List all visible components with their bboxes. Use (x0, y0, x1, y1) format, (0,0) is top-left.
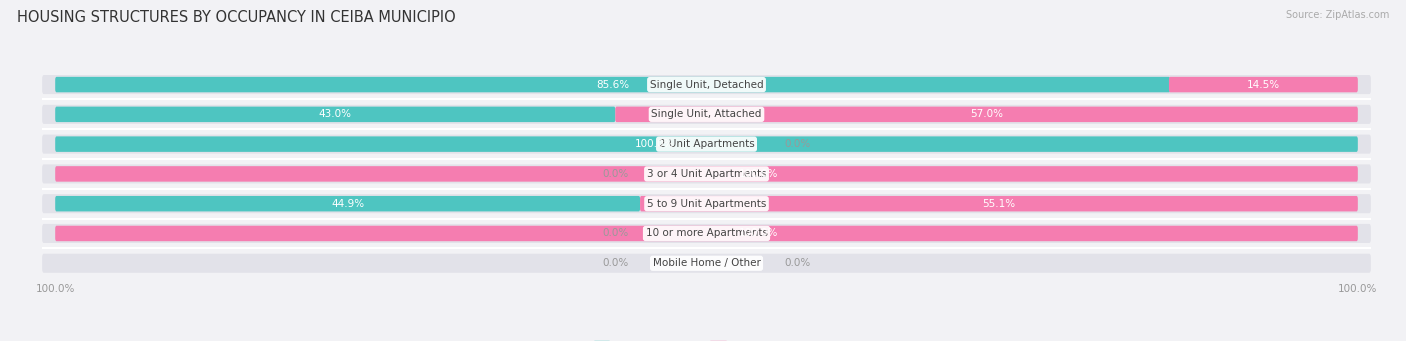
FancyBboxPatch shape (42, 75, 1371, 94)
Text: HOUSING STRUCTURES BY OCCUPANCY IN CEIBA MUNICIPIO: HOUSING STRUCTURES BY OCCUPANCY IN CEIBA… (17, 10, 456, 25)
Text: 0.0%: 0.0% (785, 258, 811, 268)
Text: 5 to 9 Unit Apartments: 5 to 9 Unit Apartments (647, 199, 766, 209)
Text: 85.6%: 85.6% (596, 79, 630, 90)
Text: 0.0%: 0.0% (602, 169, 628, 179)
FancyBboxPatch shape (42, 164, 1371, 183)
FancyBboxPatch shape (55, 107, 616, 122)
FancyBboxPatch shape (1168, 77, 1358, 92)
Text: 55.1%: 55.1% (983, 199, 1015, 209)
Text: 57.0%: 57.0% (970, 109, 1002, 119)
Text: 100.0%: 100.0% (634, 139, 673, 149)
Text: 0.0%: 0.0% (785, 139, 811, 149)
FancyBboxPatch shape (55, 226, 1358, 241)
Text: Single Unit, Attached: Single Unit, Attached (651, 109, 762, 119)
Text: 2 Unit Apartments: 2 Unit Apartments (658, 139, 755, 149)
FancyBboxPatch shape (42, 135, 1371, 154)
Text: Mobile Home / Other: Mobile Home / Other (652, 258, 761, 268)
Text: 44.9%: 44.9% (330, 199, 364, 209)
Text: 3 or 4 Unit Apartments: 3 or 4 Unit Apartments (647, 169, 766, 179)
FancyBboxPatch shape (42, 224, 1371, 243)
FancyBboxPatch shape (42, 105, 1371, 124)
Text: 14.5%: 14.5% (1247, 79, 1279, 90)
Text: 10 or more Apartments: 10 or more Apartments (645, 228, 768, 238)
Text: 100.0%: 100.0% (740, 228, 779, 238)
FancyBboxPatch shape (640, 196, 1358, 211)
FancyBboxPatch shape (55, 136, 1358, 152)
FancyBboxPatch shape (55, 166, 1358, 182)
Text: 43.0%: 43.0% (319, 109, 352, 119)
Text: 100.0%: 100.0% (740, 169, 779, 179)
FancyBboxPatch shape (55, 77, 1170, 92)
Text: 0.0%: 0.0% (602, 258, 628, 268)
FancyBboxPatch shape (42, 254, 1371, 273)
Text: Source: ZipAtlas.com: Source: ZipAtlas.com (1285, 10, 1389, 20)
FancyBboxPatch shape (616, 107, 1358, 122)
FancyBboxPatch shape (42, 194, 1371, 213)
Text: 0.0%: 0.0% (602, 228, 628, 238)
Legend: Owner-occupied, Renter-occupied: Owner-occupied, Renter-occupied (589, 337, 824, 341)
FancyBboxPatch shape (55, 196, 640, 211)
Text: Single Unit, Detached: Single Unit, Detached (650, 79, 763, 90)
